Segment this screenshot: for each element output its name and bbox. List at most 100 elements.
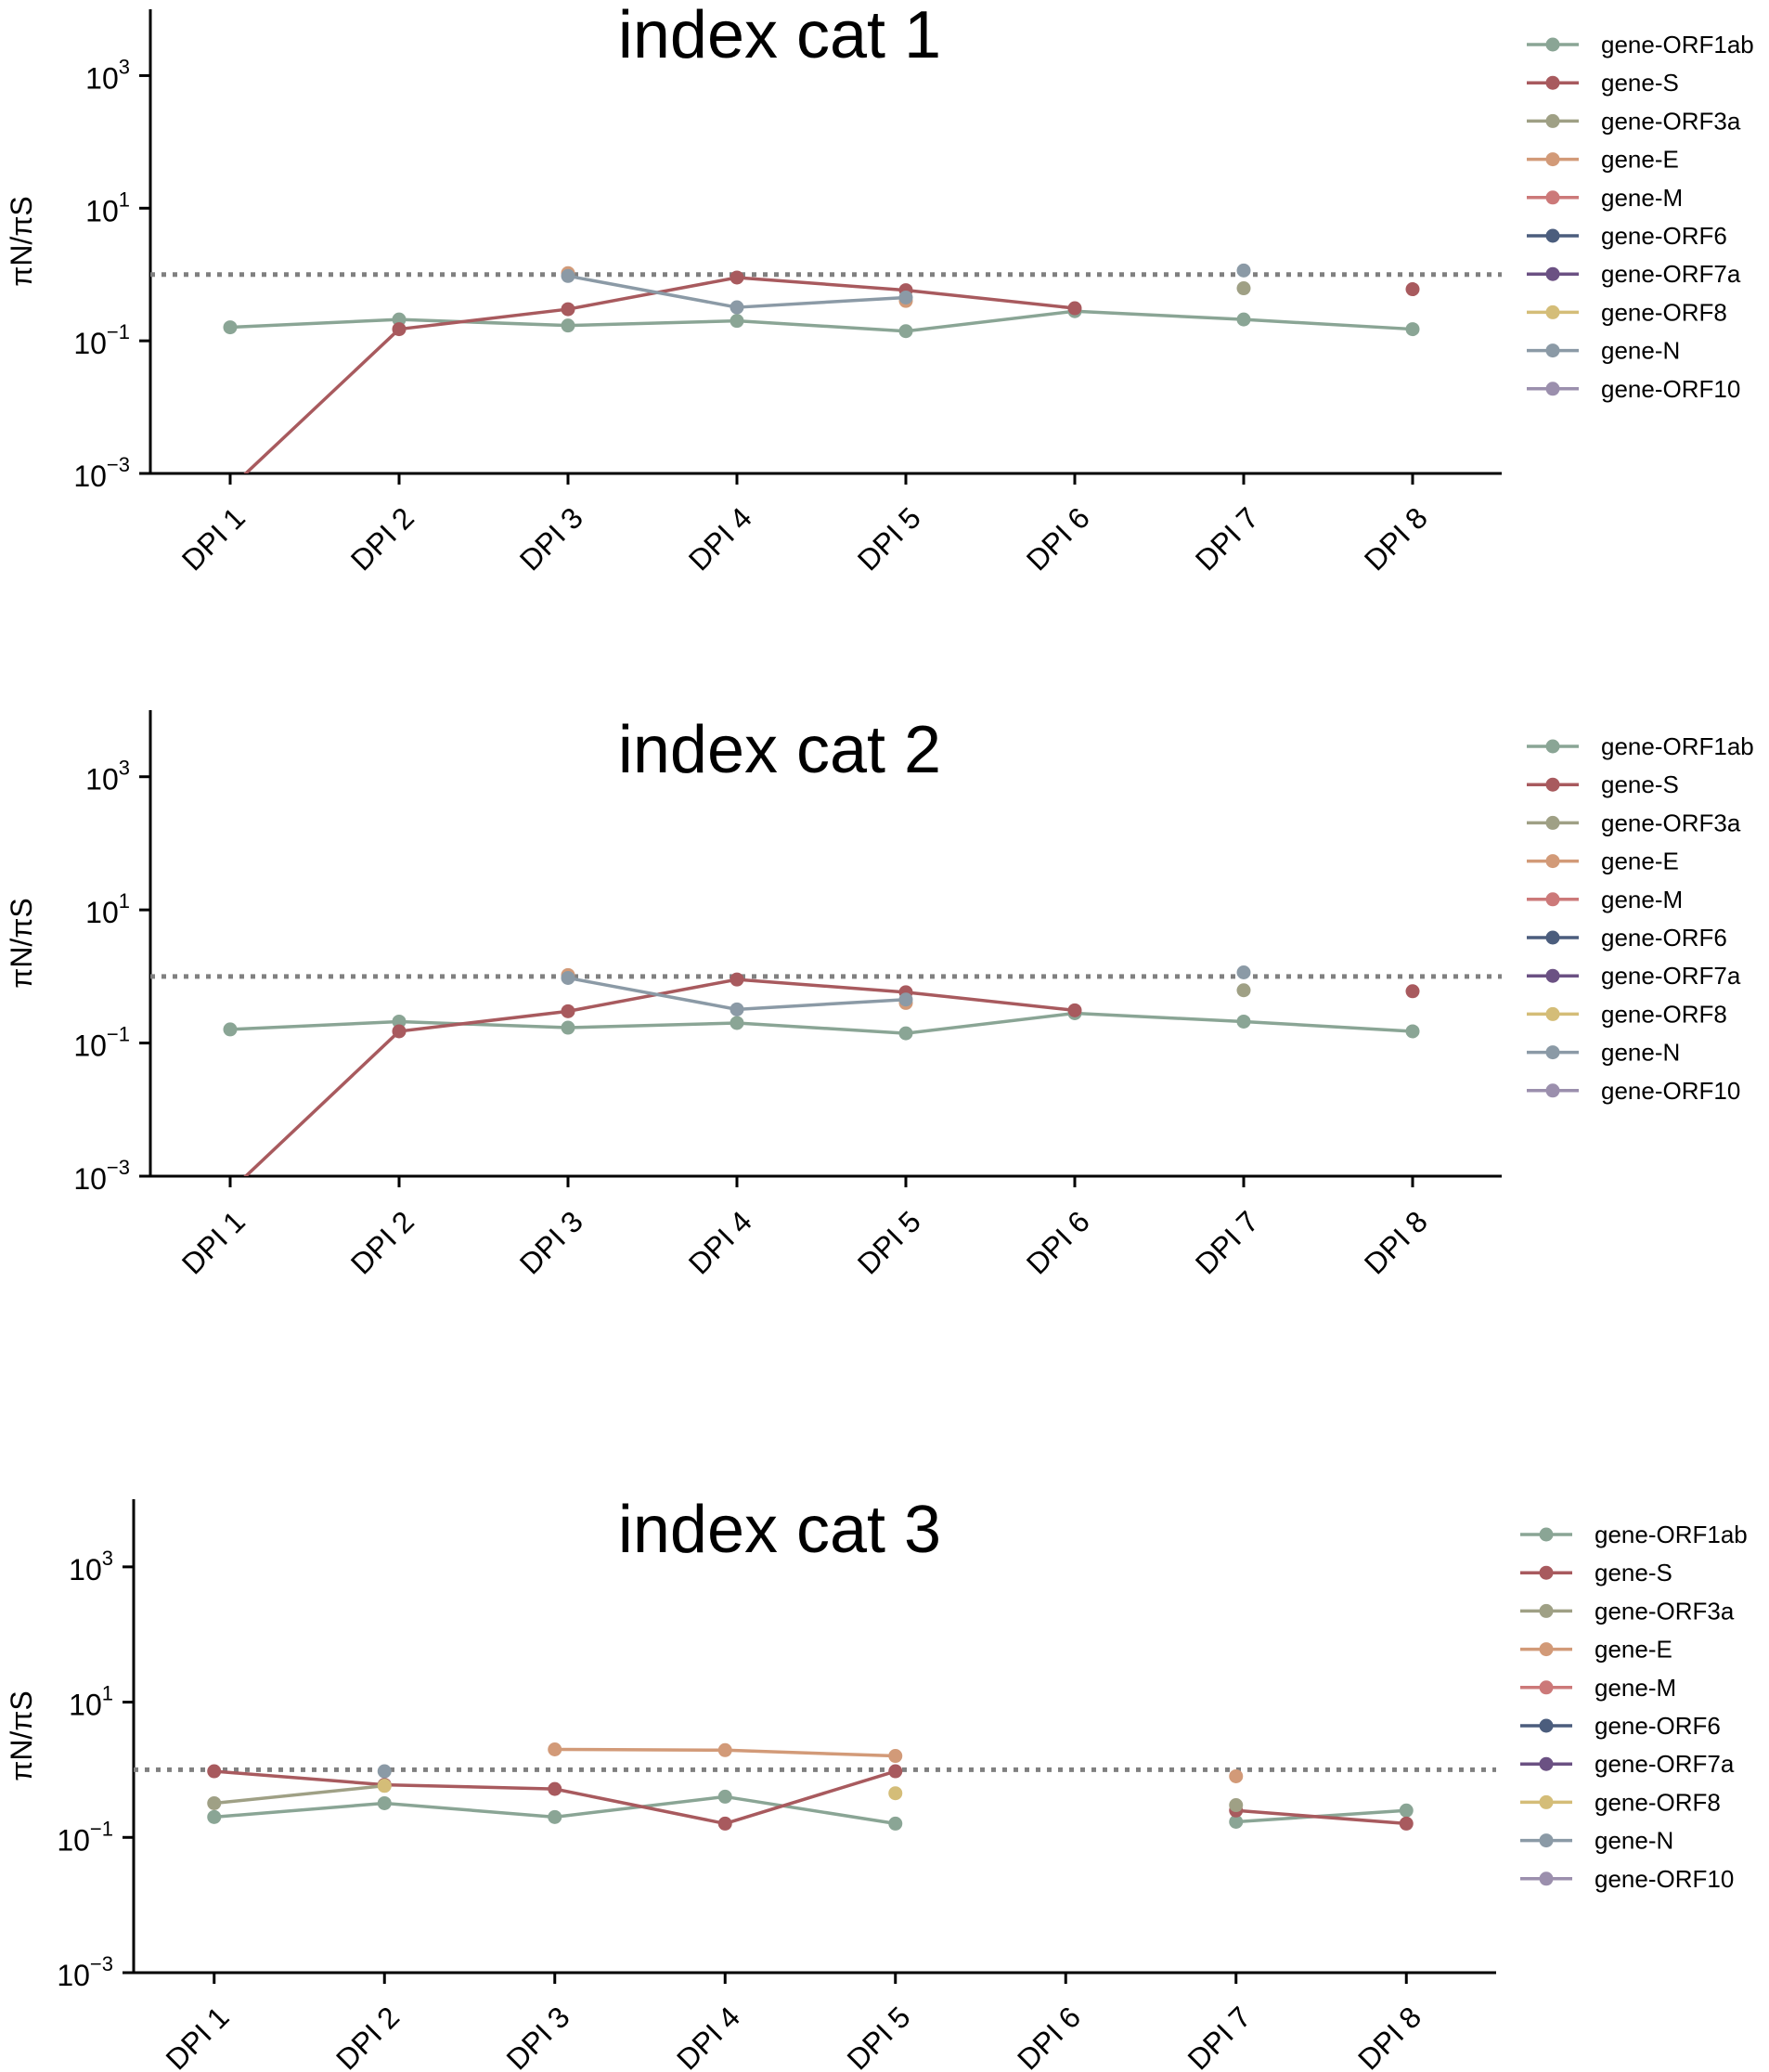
series-gene-N: [377, 1764, 392, 1779]
series-line-segment: [736, 997, 907, 1012]
series-gene-ORF8: [377, 1779, 903, 1801]
series-line-segment: [567, 318, 738, 328]
series-line-segment: [567, 978, 738, 1014]
legend-label: gene-ORF10: [1601, 375, 1740, 403]
data-point: [730, 972, 744, 987]
legend-marker: [1545, 968, 1560, 983]
y-tick-label: 10−1: [57, 1817, 113, 1857]
y-tick-label: 101: [85, 188, 130, 227]
legend-marker: [1539, 1565, 1554, 1580]
legend-marker: [1545, 815, 1560, 830]
data-point: [1236, 281, 1251, 296]
data-point: [898, 1026, 913, 1041]
data-point: [730, 1016, 744, 1030]
legend-label: gene-ORF6: [1601, 222, 1727, 250]
legend-item: gene-E: [1527, 848, 1679, 875]
chart-title: index cat 3: [618, 1493, 941, 1567]
legend-label: gene-ORF10: [1601, 1077, 1740, 1105]
legend-item: gene-ORF3a: [1520, 1597, 1735, 1625]
data-point: [377, 1795, 392, 1810]
x-tick-label: DPI 7: [1189, 500, 1265, 576]
legend-marker: [1545, 892, 1560, 907]
legend-marker: [1539, 1603, 1554, 1618]
data-point: [561, 318, 575, 333]
legend-label: gene-ORF3a: [1601, 107, 1741, 135]
x-tick-label: DPI 2: [344, 1204, 420, 1280]
legend-marker: [1545, 152, 1560, 167]
x-tick-label: DPI 8: [1351, 2000, 1427, 2072]
legend-label: gene-S: [1595, 1559, 1672, 1586]
legend-label: gene-ORF8: [1601, 298, 1727, 326]
legend-marker: [1545, 266, 1560, 281]
data-point: [1236, 965, 1251, 980]
series-line-segment: [213, 1783, 385, 1806]
series-line-segment: [1235, 1808, 1407, 1826]
data-point: [1405, 282, 1420, 297]
legend-label: gene-ORF7a: [1601, 962, 1741, 990]
legend-marker: [1545, 75, 1560, 90]
legend-label: gene-ORF8: [1601, 1000, 1727, 1028]
data-point: [1405, 1024, 1420, 1039]
legend: gene-ORF1ab gene-S gene-ORF3a gene-E gene-M g…: [1527, 732, 1754, 1105]
legend-label: gene-ORF3a: [1601, 809, 1741, 836]
data-point: [207, 1809, 222, 1824]
legend-marker: [1539, 1527, 1554, 1542]
data-point: [730, 270, 744, 285]
legend-marker: [1539, 1833, 1554, 1848]
x-tick-label: DPI 6: [1020, 1204, 1096, 1280]
series-line-segment: [213, 1769, 385, 1787]
series-line-segment: [554, 1787, 726, 1826]
x-tick-label: DPI 5: [851, 500, 927, 576]
data-point: [1229, 1798, 1244, 1813]
plot-area: [207, 1742, 1414, 1831]
chart-title: index cat 2: [618, 713, 941, 787]
y-tick-label: 103: [85, 55, 130, 95]
y-axis-label: πN/πS: [5, 898, 38, 989]
data-point: [561, 970, 575, 985]
data-point: [377, 1764, 392, 1779]
series-line-segment: [243, 1030, 401, 1176]
x-tick-label: DPI 5: [841, 2000, 917, 2072]
series-line-segment: [724, 1769, 897, 1826]
legend-marker: [1539, 1794, 1554, 1809]
legend-label: gene-ORF1ab: [1595, 1521, 1748, 1548]
legend-item: gene-ORF3a: [1527, 809, 1741, 836]
series-gene-ORF1ab: [223, 1006, 1420, 1041]
series-gene-E: [548, 1742, 1244, 1783]
data-point: [730, 300, 744, 315]
series-line-segment: [567, 274, 738, 309]
x-tick-label: DPI 7: [1189, 1204, 1265, 1280]
series-line-segment: [736, 978, 907, 994]
legend-marker: [1545, 113, 1560, 128]
legend-label: gene-E: [1601, 848, 1679, 875]
series-line-segment: [384, 1782, 555, 1791]
legend-marker: [1539, 1718, 1554, 1733]
y-tick-label: 103: [85, 757, 130, 796]
legend-item: gene-M: [1527, 886, 1683, 913]
legend-item: gene-E: [1527, 146, 1679, 174]
data-point: [1405, 984, 1420, 999]
y-tick-label: 10−3: [73, 1156, 130, 1196]
legend-label: gene-ORF6: [1595, 1712, 1721, 1740]
data-point: [898, 290, 913, 304]
data-point: [717, 1816, 732, 1831]
x-tick-label: DPI 8: [1358, 500, 1434, 576]
data-point: [207, 1795, 222, 1810]
legend-marker: [1545, 1045, 1560, 1060]
x-tick-label: DPI 6: [1011, 2000, 1087, 2072]
x-tick-label: DPI 4: [670, 2000, 746, 2072]
data-point: [1399, 1803, 1414, 1818]
data-point: [888, 1749, 903, 1764]
data-point: [561, 1004, 575, 1018]
legend-marker: [1545, 37, 1560, 52]
legend-item: gene-ORF1ab: [1527, 31, 1754, 58]
x-tick-label: DPI 5: [851, 1204, 927, 1280]
legend-item: gene-ORF8: [1527, 298, 1727, 326]
y-tick-label: 10−3: [73, 453, 130, 493]
legend-label: gene-M: [1601, 184, 1683, 212]
data-point: [561, 302, 575, 317]
data-point: [548, 1781, 562, 1796]
data-point: [898, 992, 913, 1007]
data-point: [1236, 263, 1251, 278]
series-line-segment: [554, 1747, 726, 1753]
